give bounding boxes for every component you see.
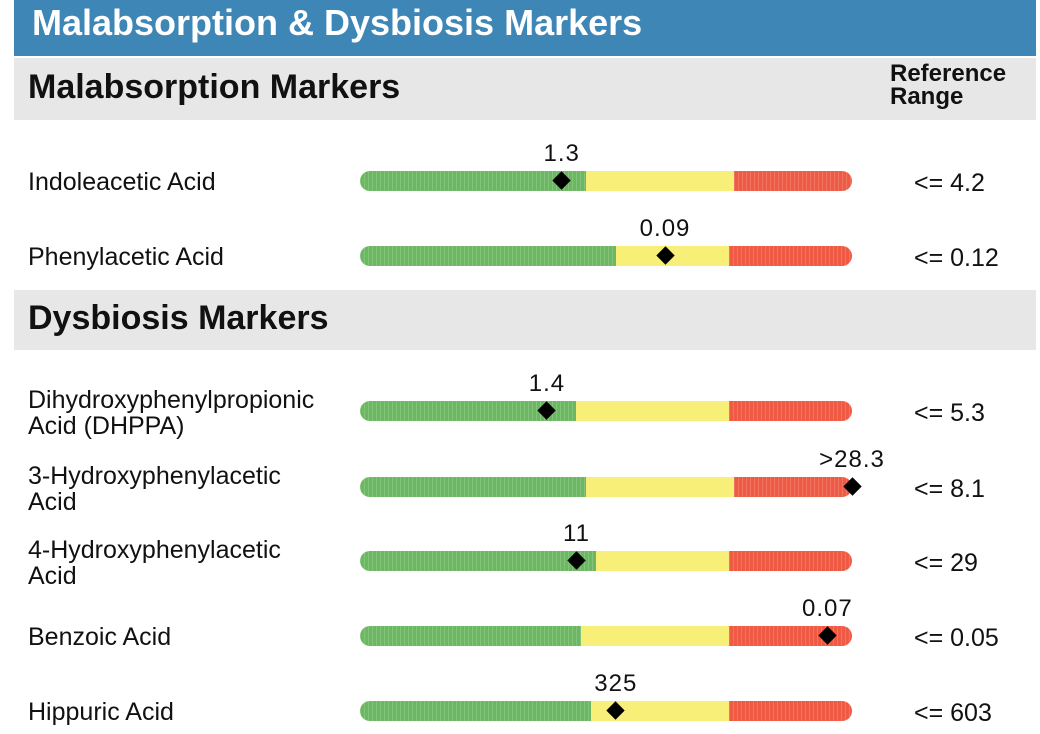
- red-range-segment: [728, 701, 852, 721]
- green-range-segment: [360, 246, 616, 266]
- reference-range-value: <= 603: [914, 699, 992, 727]
- red-range-segment: [733, 477, 852, 497]
- red-range-segment: [733, 171, 852, 191]
- marker-name: Indoleacetic Acid: [28, 168, 216, 196]
- marker-name: Phenylacetic Acid: [28, 243, 224, 271]
- section-header-dysbiosis: Dysbiosis Markers: [14, 290, 1036, 350]
- green-range-segment: [360, 551, 597, 571]
- reference-range-value: <= 5.3: [914, 399, 985, 427]
- reference-range-value: <= 4.2: [914, 169, 985, 197]
- reference-range-value: <= 0.05: [914, 624, 999, 652]
- range-bar: [360, 551, 852, 571]
- green-range-segment: [360, 701, 592, 721]
- yellow-range-segment: [581, 626, 729, 646]
- yellow-range-segment: [576, 401, 729, 421]
- marker-name: Benzoic Acid: [28, 623, 172, 651]
- yellow-range-segment: [591, 701, 729, 721]
- result-value: 325: [594, 670, 638, 697]
- section-header-malabsorption: Malabsorption Markers Reference Range: [14, 58, 1036, 120]
- reference-range-value: <= 29: [914, 549, 978, 577]
- range-bar: [360, 171, 852, 191]
- section-title: Malabsorption Markers: [28, 68, 401, 106]
- reference-range-value: <= 0.12: [914, 244, 999, 272]
- range-bar: [360, 477, 852, 497]
- section-title: Dysbiosis Markers: [28, 299, 329, 337]
- reference-range-header: Reference Range: [890, 60, 1007, 110]
- range-bar: [360, 701, 852, 721]
- green-range-segment: [360, 477, 587, 497]
- red-range-segment: [728, 401, 852, 421]
- page-title: Malabsorption & Dysbiosis Markers: [14, 0, 1036, 56]
- result-value: >28.3: [819, 446, 885, 473]
- reference-range-value: <= 8.1: [914, 475, 985, 503]
- result-value: 1.3: [543, 140, 580, 167]
- green-range-segment: [360, 626, 582, 646]
- range-bar: [360, 626, 852, 646]
- marker-name: 4-Hydroxyphenylacetic Acid: [28, 536, 281, 590]
- yellow-range-segment: [596, 551, 729, 571]
- result-value: 0.07: [802, 595, 853, 622]
- red-range-segment: [728, 551, 852, 571]
- range-bar: [360, 246, 852, 266]
- marker-name: Hippuric Acid: [28, 698, 174, 726]
- result-value: 1.4: [528, 370, 566, 397]
- marker-name: Dihydroxyphenylpropionic Acid (DHPPA): [28, 386, 315, 440]
- range-bar: [360, 401, 852, 421]
- green-range-segment: [360, 171, 587, 191]
- result-value: 0.09: [639, 215, 691, 242]
- yellow-range-segment: [586, 477, 734, 497]
- green-range-segment: [360, 401, 577, 421]
- yellow-range-segment: [586, 171, 734, 191]
- red-range-segment: [728, 246, 852, 266]
- result-value: 11: [563, 520, 590, 547]
- marker-name: 3-Hydroxyphenylacetic Acid: [28, 462, 281, 516]
